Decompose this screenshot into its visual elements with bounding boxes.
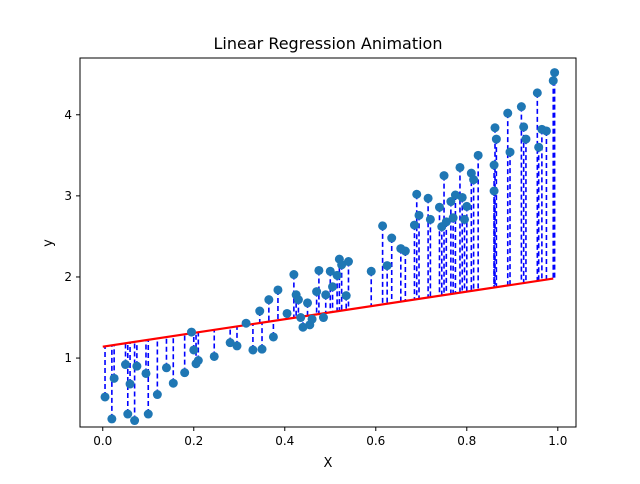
data-point xyxy=(303,298,313,308)
data-point xyxy=(130,416,140,426)
y-tick-label: 3 xyxy=(64,189,72,203)
data-point xyxy=(534,142,544,152)
x-tick-label: 0.4 xyxy=(275,434,294,448)
data-point xyxy=(232,341,242,351)
data-point xyxy=(268,332,278,342)
data-point xyxy=(337,260,347,270)
y-tick-label: 2 xyxy=(64,270,72,284)
data-point xyxy=(519,122,529,132)
data-point xyxy=(425,214,435,224)
data-point xyxy=(255,306,265,316)
data-point xyxy=(325,266,335,276)
data-point xyxy=(109,373,119,383)
data-point xyxy=(505,147,515,157)
data-point xyxy=(318,313,328,323)
x-tick-label: 0.0 xyxy=(93,434,112,448)
data-point xyxy=(441,217,451,227)
data-point xyxy=(378,221,388,231)
data-point xyxy=(382,261,392,271)
plot-area: 0.0 0.2 0.4 0.6 0.8 1.0 1 2 3 4 xyxy=(64,57,577,448)
data-point xyxy=(412,189,422,199)
x-tick-label: 0.6 xyxy=(366,434,385,448)
data-point xyxy=(532,88,542,98)
data-point xyxy=(503,108,513,118)
y-axis-label: y xyxy=(41,239,56,247)
data-point xyxy=(314,265,324,275)
data-point xyxy=(469,175,479,185)
data-point xyxy=(132,361,142,371)
data-point xyxy=(387,233,397,243)
data-point xyxy=(248,345,258,355)
data-point xyxy=(448,213,458,223)
data-point xyxy=(209,351,219,361)
data-point xyxy=(293,295,303,305)
data-point xyxy=(491,134,501,144)
data-point xyxy=(446,197,456,207)
data-point xyxy=(490,123,500,133)
data-point xyxy=(328,282,338,292)
data-point xyxy=(143,409,153,419)
data-point xyxy=(125,379,135,389)
data-point xyxy=(548,76,558,86)
data-point xyxy=(343,257,353,267)
data-point xyxy=(307,314,317,324)
x-tick-label: 0.8 xyxy=(457,434,476,448)
data-point xyxy=(521,134,531,144)
data-point xyxy=(273,285,283,295)
data-point xyxy=(152,390,162,400)
data-point xyxy=(107,414,117,424)
data-point xyxy=(193,355,203,365)
data-point xyxy=(121,360,131,370)
data-point xyxy=(341,291,351,301)
data-point xyxy=(400,246,410,256)
y-tick-label: 1 xyxy=(64,351,72,365)
data-point xyxy=(455,162,465,172)
data-point xyxy=(189,345,199,355)
data-point xyxy=(312,287,322,297)
data-point xyxy=(434,202,444,212)
x-axis-label: X xyxy=(324,456,333,471)
x-tick-label: 0.2 xyxy=(184,434,203,448)
x-tick-label: 1.0 xyxy=(548,434,567,448)
axes-frame xyxy=(79,57,577,428)
data-point xyxy=(332,270,342,280)
data-point xyxy=(541,126,551,136)
data-point xyxy=(366,266,376,276)
regression-line xyxy=(102,277,554,348)
data-point xyxy=(489,160,499,170)
data-point xyxy=(439,171,449,181)
data-point xyxy=(516,102,526,112)
data-point xyxy=(409,220,419,230)
data-point xyxy=(186,327,196,337)
y-tick-label: 4 xyxy=(64,108,72,122)
data-point xyxy=(414,210,424,220)
chart-title: Linear Regression Animation xyxy=(214,34,443,53)
data-point xyxy=(550,68,560,78)
data-point xyxy=(161,363,171,373)
data-point xyxy=(462,201,472,211)
data-point xyxy=(423,193,433,203)
data-point xyxy=(489,186,499,196)
data-point xyxy=(141,368,151,378)
data-point xyxy=(473,150,483,160)
data-point xyxy=(257,344,267,354)
data-point xyxy=(241,318,251,328)
data-point xyxy=(100,392,110,402)
data-point xyxy=(264,295,274,305)
data-point xyxy=(296,313,306,323)
data-point xyxy=(225,338,235,348)
data-point xyxy=(282,308,292,318)
data-point xyxy=(289,270,299,280)
data-point xyxy=(450,190,460,200)
data-point xyxy=(123,409,133,419)
data-point xyxy=(180,368,190,378)
data-point xyxy=(298,322,308,332)
data-point xyxy=(321,290,331,300)
data-point xyxy=(460,214,470,224)
data-point xyxy=(168,378,178,388)
data-point xyxy=(457,192,467,202)
